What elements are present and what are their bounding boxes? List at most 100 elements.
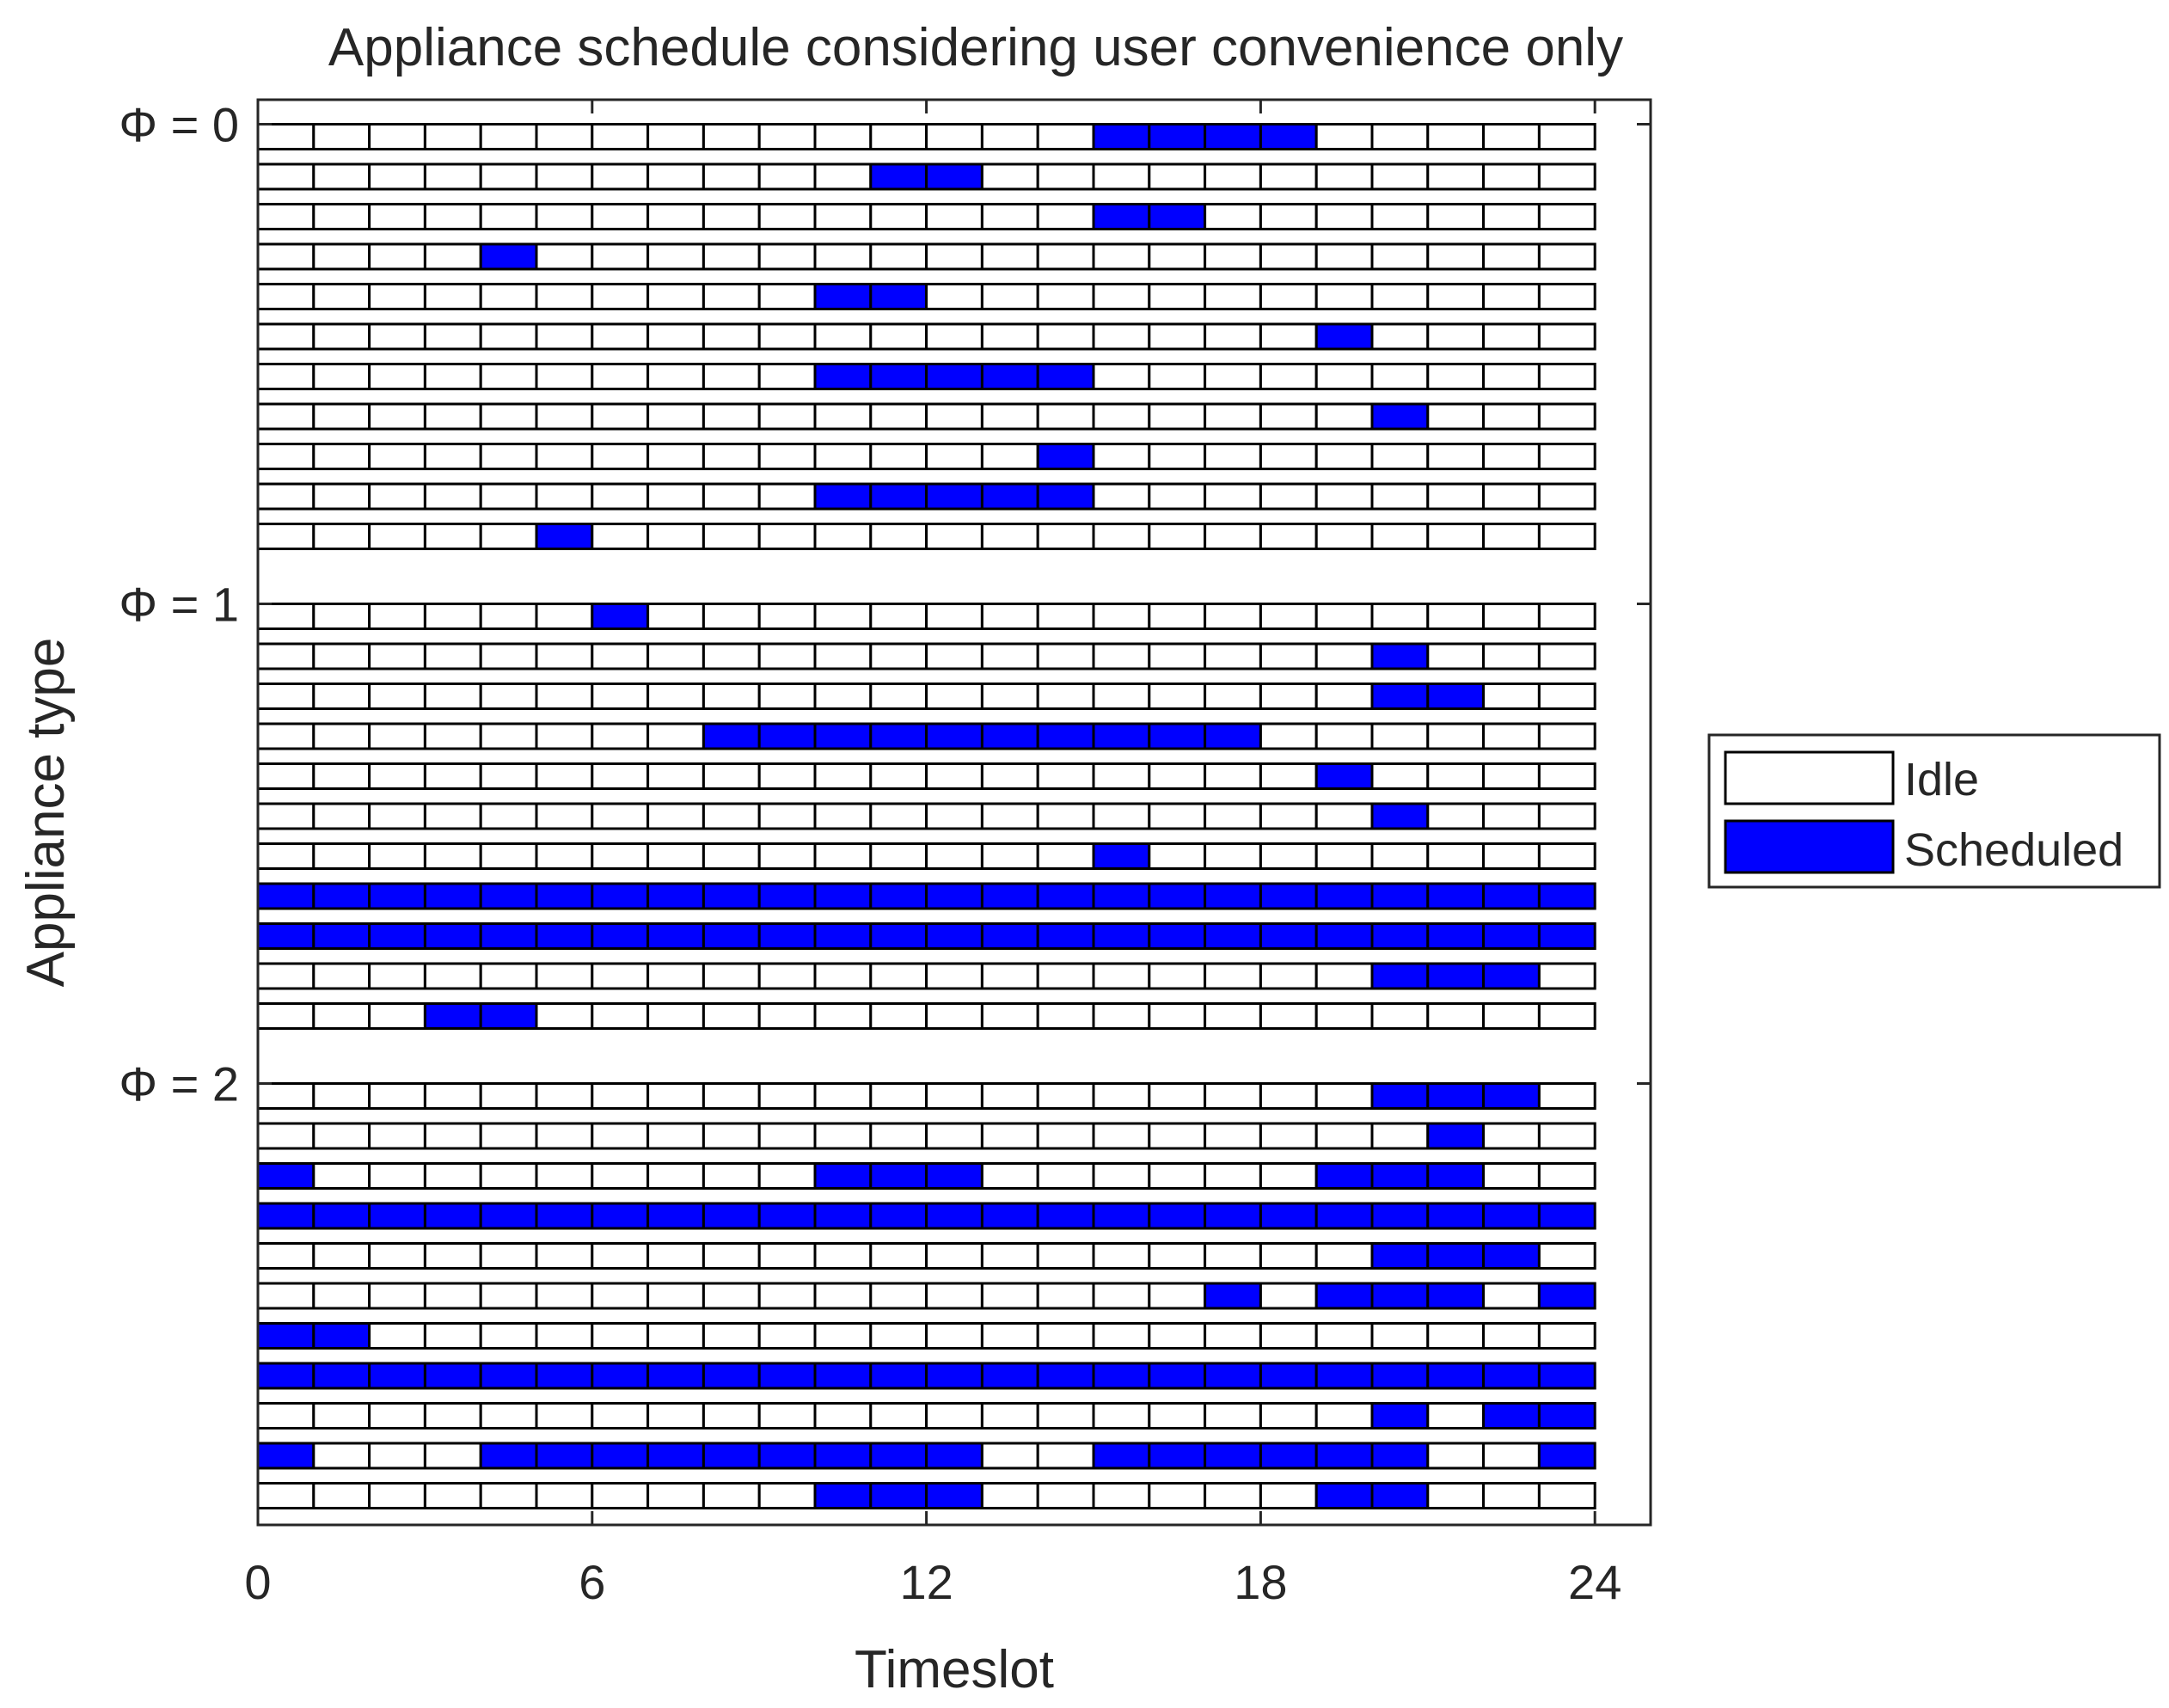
cell-scheduled	[1148, 123, 1207, 150]
cell-scheduled	[1370, 1482, 1430, 1509]
cell-scheduled	[646, 1202, 705, 1230]
cell-idle	[423, 1162, 482, 1190]
cell-scheduled	[423, 1002, 482, 1030]
cell-idle	[1092, 642, 1151, 670]
cell-idle	[925, 1322, 983, 1350]
cell-idle	[312, 1442, 371, 1470]
cell-idle	[256, 722, 316, 750]
cell-idle	[1482, 123, 1541, 150]
cell-idle	[1370, 722, 1430, 750]
cell-idle	[925, 443, 983, 470]
cell-idle	[368, 1282, 426, 1310]
cell-scheduled	[1426, 1082, 1486, 1110]
cell-idle	[1482, 762, 1541, 790]
cell-scheduled	[312, 882, 371, 910]
cell-scheduled	[535, 882, 594, 910]
cell-idle	[813, 842, 873, 870]
cell-idle	[1204, 683, 1262, 710]
cell-idle	[813, 603, 873, 630]
cell-idle	[1036, 123, 1095, 150]
cell-idle	[702, 1322, 761, 1350]
cell-idle	[1148, 283, 1207, 310]
cell-idle	[646, 162, 705, 191]
cell-scheduled	[591, 882, 650, 910]
cell-idle	[1426, 1322, 1486, 1350]
cell-idle	[1148, 1002, 1207, 1030]
cell-idle	[591, 482, 650, 511]
cell-idle	[312, 1162, 371, 1190]
cell-idle	[757, 203, 817, 230]
cell-idle	[1426, 402, 1486, 431]
cell-idle	[980, 642, 1039, 670]
cell-idle	[757, 1282, 817, 1310]
cell-idle	[256, 523, 316, 550]
plot-frame	[256, 98, 1652, 1527]
cell-idle	[702, 1122, 761, 1150]
cell-idle	[1204, 762, 1262, 790]
cell-scheduled	[757, 1202, 817, 1230]
cell-scheduled	[1148, 722, 1207, 750]
cell-idle	[1482, 242, 1541, 271]
cell-idle	[423, 242, 482, 271]
cell-idle	[1092, 1122, 1151, 1150]
cell-scheduled	[1092, 203, 1151, 230]
cell-idle	[980, 1482, 1039, 1509]
cell-idle	[535, 603, 594, 630]
cell-idle	[925, 1282, 983, 1310]
cell-idle	[479, 1402, 538, 1429]
cell-idle	[535, 162, 594, 191]
cell-idle	[1036, 1402, 1095, 1429]
cell-scheduled	[1482, 882, 1541, 910]
cell-idle	[1148, 603, 1207, 630]
cell-scheduled	[1036, 363, 1095, 390]
cell-idle	[646, 722, 705, 750]
cell-idle	[925, 642, 983, 670]
cell-idle	[1426, 523, 1486, 550]
cell-idle	[1482, 363, 1541, 390]
cell-idle	[869, 962, 928, 990]
cell-scheduled	[869, 1362, 928, 1390]
cell-idle	[1036, 162, 1095, 191]
cell-idle	[1426, 443, 1486, 470]
cell-idle	[757, 842, 817, 870]
cell-idle	[757, 1402, 817, 1429]
cell-scheduled	[702, 1362, 761, 1390]
cell-idle	[535, 1402, 594, 1429]
cell-idle	[312, 1402, 371, 1429]
cell-scheduled	[1204, 123, 1262, 150]
legend-label-scheduled: Scheduled	[1904, 824, 2123, 876]
cell-idle	[535, 1162, 594, 1190]
cell-scheduled	[591, 1362, 650, 1390]
cell-idle	[1314, 683, 1374, 710]
cell-idle	[1482, 322, 1541, 351]
cell-idle	[702, 1402, 761, 1429]
cell-idle	[925, 1242, 983, 1270]
cell-idle	[479, 683, 538, 710]
cell-scheduled	[535, 1202, 594, 1230]
cell-scheduled	[1537, 1442, 1596, 1470]
cell-idle	[1259, 203, 1318, 230]
cell-idle	[980, 842, 1039, 870]
cell-idle	[312, 322, 371, 351]
cell-idle	[1148, 642, 1207, 670]
cell-scheduled	[368, 922, 426, 950]
cell-scheduled	[1148, 1442, 1207, 1470]
cell-idle	[980, 1322, 1039, 1350]
cell-idle	[702, 203, 761, 230]
cell-scheduled	[1370, 642, 1430, 670]
cell-scheduled	[423, 1202, 482, 1230]
cell-idle	[312, 1242, 371, 1270]
cell-idle	[925, 523, 983, 550]
cell-scheduled	[591, 603, 650, 630]
cell-scheduled	[925, 1362, 983, 1390]
cell-scheduled	[591, 922, 650, 950]
cell-idle	[256, 162, 316, 191]
cell-scheduled	[1370, 802, 1430, 830]
cell-scheduled	[1482, 1082, 1541, 1110]
cell-scheduled	[1426, 882, 1486, 910]
cell-idle	[1204, 642, 1262, 670]
cell-idle	[591, 1482, 650, 1509]
cell-scheduled	[925, 162, 983, 191]
cell-idle	[757, 482, 817, 511]
